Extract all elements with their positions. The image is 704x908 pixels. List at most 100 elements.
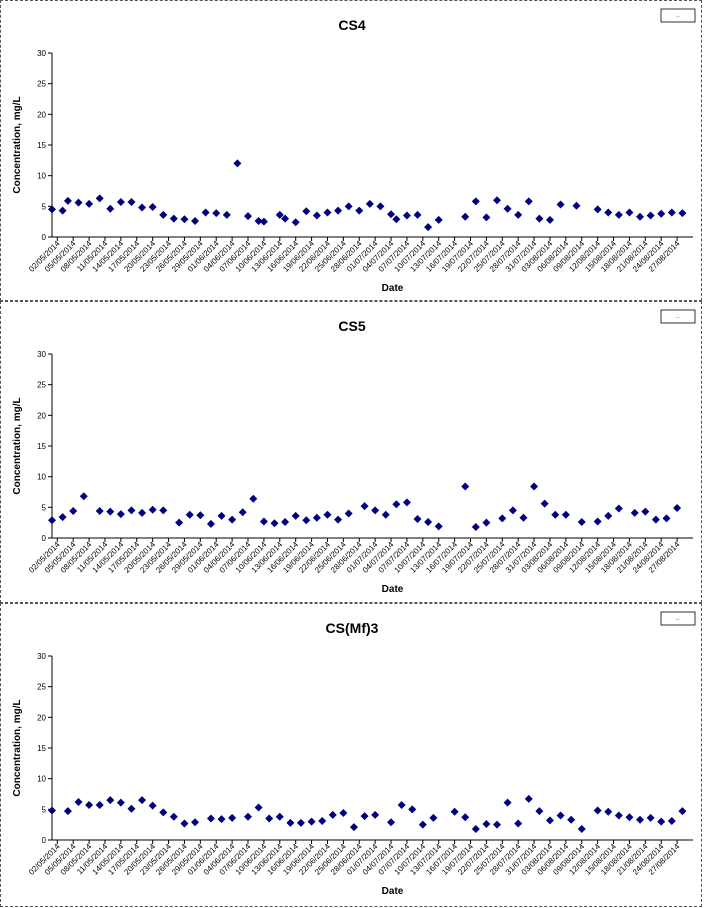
data-point-cs5-11: [175, 518, 184, 527]
data-point-cs4-26: [312, 211, 321, 220]
data-point-csmf3-2: [74, 797, 83, 806]
data-point-cs4-23: [281, 214, 290, 223]
data-point-cs4-31: [365, 199, 374, 208]
chart-panel-cs5: CS5 •--- 0 5 10 15 20 25 30 02/05/2014 05/05/2014 0…: [0, 301, 702, 603]
data-point-csmf3-30: [387, 818, 396, 827]
data-point-cs4-0: [48, 205, 56, 214]
data-point-csmf3-23: [307, 817, 316, 826]
y-tick-label: 30: [37, 350, 46, 359]
data-point-cs4-16: [212, 209, 221, 218]
data-point-csmf3-11: [169, 812, 178, 821]
data-point-csmf3-35: [450, 807, 459, 816]
data-point-csmf3-37: [471, 824, 480, 833]
data-point-csmf3-5: [106, 796, 115, 805]
data-point-csmf3-41: [514, 819, 523, 828]
data-point-cs5-10: [159, 506, 168, 515]
data-point-cs4-11: [159, 210, 168, 219]
data-point-cs4-39: [461, 212, 470, 221]
data-point-cs5-4: [95, 507, 104, 516]
data-point-cs5-22: [291, 511, 300, 520]
data-point-csmf3-15: [217, 815, 226, 824]
data-point-cs5-1: [58, 513, 67, 522]
data-point-csmf3-31: [397, 801, 406, 810]
legend-entry: •---: [676, 14, 680, 18]
data-point-csmf3-49: [604, 807, 613, 816]
data-point-cs4-18: [233, 159, 242, 168]
data-point-csmf3-12: [180, 819, 189, 828]
data-point-cs5-16: [228, 515, 237, 524]
y-tick-label: 0: [42, 836, 47, 845]
data-point-cs5-41: [519, 513, 528, 522]
data-point-cs5-34: [424, 518, 433, 527]
legend-box: [660, 8, 696, 23]
data-point-csmf3-10: [159, 808, 168, 817]
data-point-cs5-29: [371, 506, 380, 515]
data-point-cs5-9: [148, 505, 157, 514]
data-point-cs5-21: [281, 518, 290, 527]
data-point-cs4-45: [524, 197, 533, 206]
y-tick-label: 15: [37, 442, 46, 451]
legend: •---: [660, 309, 696, 324]
y-axis-label: Concentration, mg/L: [12, 96, 23, 193]
data-point-csmf3-40: [503, 798, 512, 807]
data-point-cs4-12: [169, 214, 178, 223]
data-point-cs5-23: [302, 516, 311, 525]
data-point-csmf3-9: [148, 801, 157, 810]
chart-panel-csmf3: CS(Mf)3 •--- 0 5 10 15 20 25 30 02/05/2014 05/05/2…: [0, 603, 702, 907]
data-point-cs4-49: [572, 201, 581, 210]
data-point-cs4-4: [85, 199, 94, 208]
data-point-cs4-30: [355, 206, 364, 215]
data-point-csmf3-43: [535, 807, 544, 816]
data-point-cs4-44: [514, 210, 523, 219]
data-point-cs5-46: [577, 518, 586, 527]
chart-svg-cs5: CS5•---05101520253002/05/201405/05/20140…: [12, 309, 696, 595]
data-point-cs4-13: [180, 215, 189, 224]
data-point-cs4-32: [376, 202, 385, 211]
data-point-cs5-52: [651, 515, 660, 524]
data-point-cs5-50: [630, 508, 639, 517]
data-point-csmf3-21: [286, 818, 295, 827]
y-tick-label: 0: [42, 534, 47, 543]
x-axis-label: Date: [382, 886, 404, 897]
data-point-cs4-2: [63, 196, 72, 205]
data-point-cs4-38: [434, 215, 443, 224]
data-point-cs4-19: [244, 212, 253, 221]
data-point-cs4-22: [275, 210, 284, 219]
data-point-cs5-39: [498, 514, 507, 523]
y-tick-label: 30: [37, 49, 46, 58]
y-axis-label: Concentration, mg/L: [12, 699, 23, 796]
data-point-cs4-27: [323, 208, 332, 217]
y-tick-label: 0: [42, 233, 47, 242]
data-point-cs5-17: [238, 508, 247, 517]
data-point-cs5-5: [106, 507, 115, 516]
data-point-cs4-40: [471, 197, 480, 206]
data-point-cs4-10: [148, 202, 157, 211]
y-tick-label: 20: [37, 411, 46, 420]
legend: •---: [660, 611, 696, 626]
data-point-csmf3-17: [244, 812, 253, 821]
data-point-cs5-45: [561, 510, 570, 519]
data-point-cs4-25: [302, 207, 311, 216]
data-point-cs5-14: [206, 519, 215, 528]
chart-title: CS5: [338, 318, 365, 334]
y-tick-label: 10: [37, 473, 46, 482]
y-tick-label: 5: [42, 805, 47, 814]
y-tick-label: 5: [42, 202, 47, 211]
data-point-cs5-48: [604, 511, 613, 520]
data-point-csmf3-1: [63, 807, 72, 816]
data-point-csmf3-38: [482, 820, 491, 829]
data-point-csmf3-32: [408, 805, 417, 814]
data-point-csmf3-26: [339, 809, 348, 818]
data-point-cs5-36: [461, 482, 470, 491]
data-point-cs5-44: [551, 510, 560, 519]
data-point-cs5-25: [323, 510, 332, 519]
data-point-cs5-12: [185, 510, 194, 519]
legend-box: [660, 309, 696, 324]
data-point-cs5-42: [530, 482, 539, 491]
data-point-cs4-1: [58, 206, 67, 215]
data-point-csmf3-55: [667, 816, 676, 825]
data-point-csmf3-22: [296, 818, 305, 827]
data-point-cs5-43: [540, 499, 549, 508]
data-point-cs4-51: [604, 208, 613, 217]
chart-svg-cs4: CS4•---05101520253002/05/201405/05/20140…: [12, 8, 696, 294]
